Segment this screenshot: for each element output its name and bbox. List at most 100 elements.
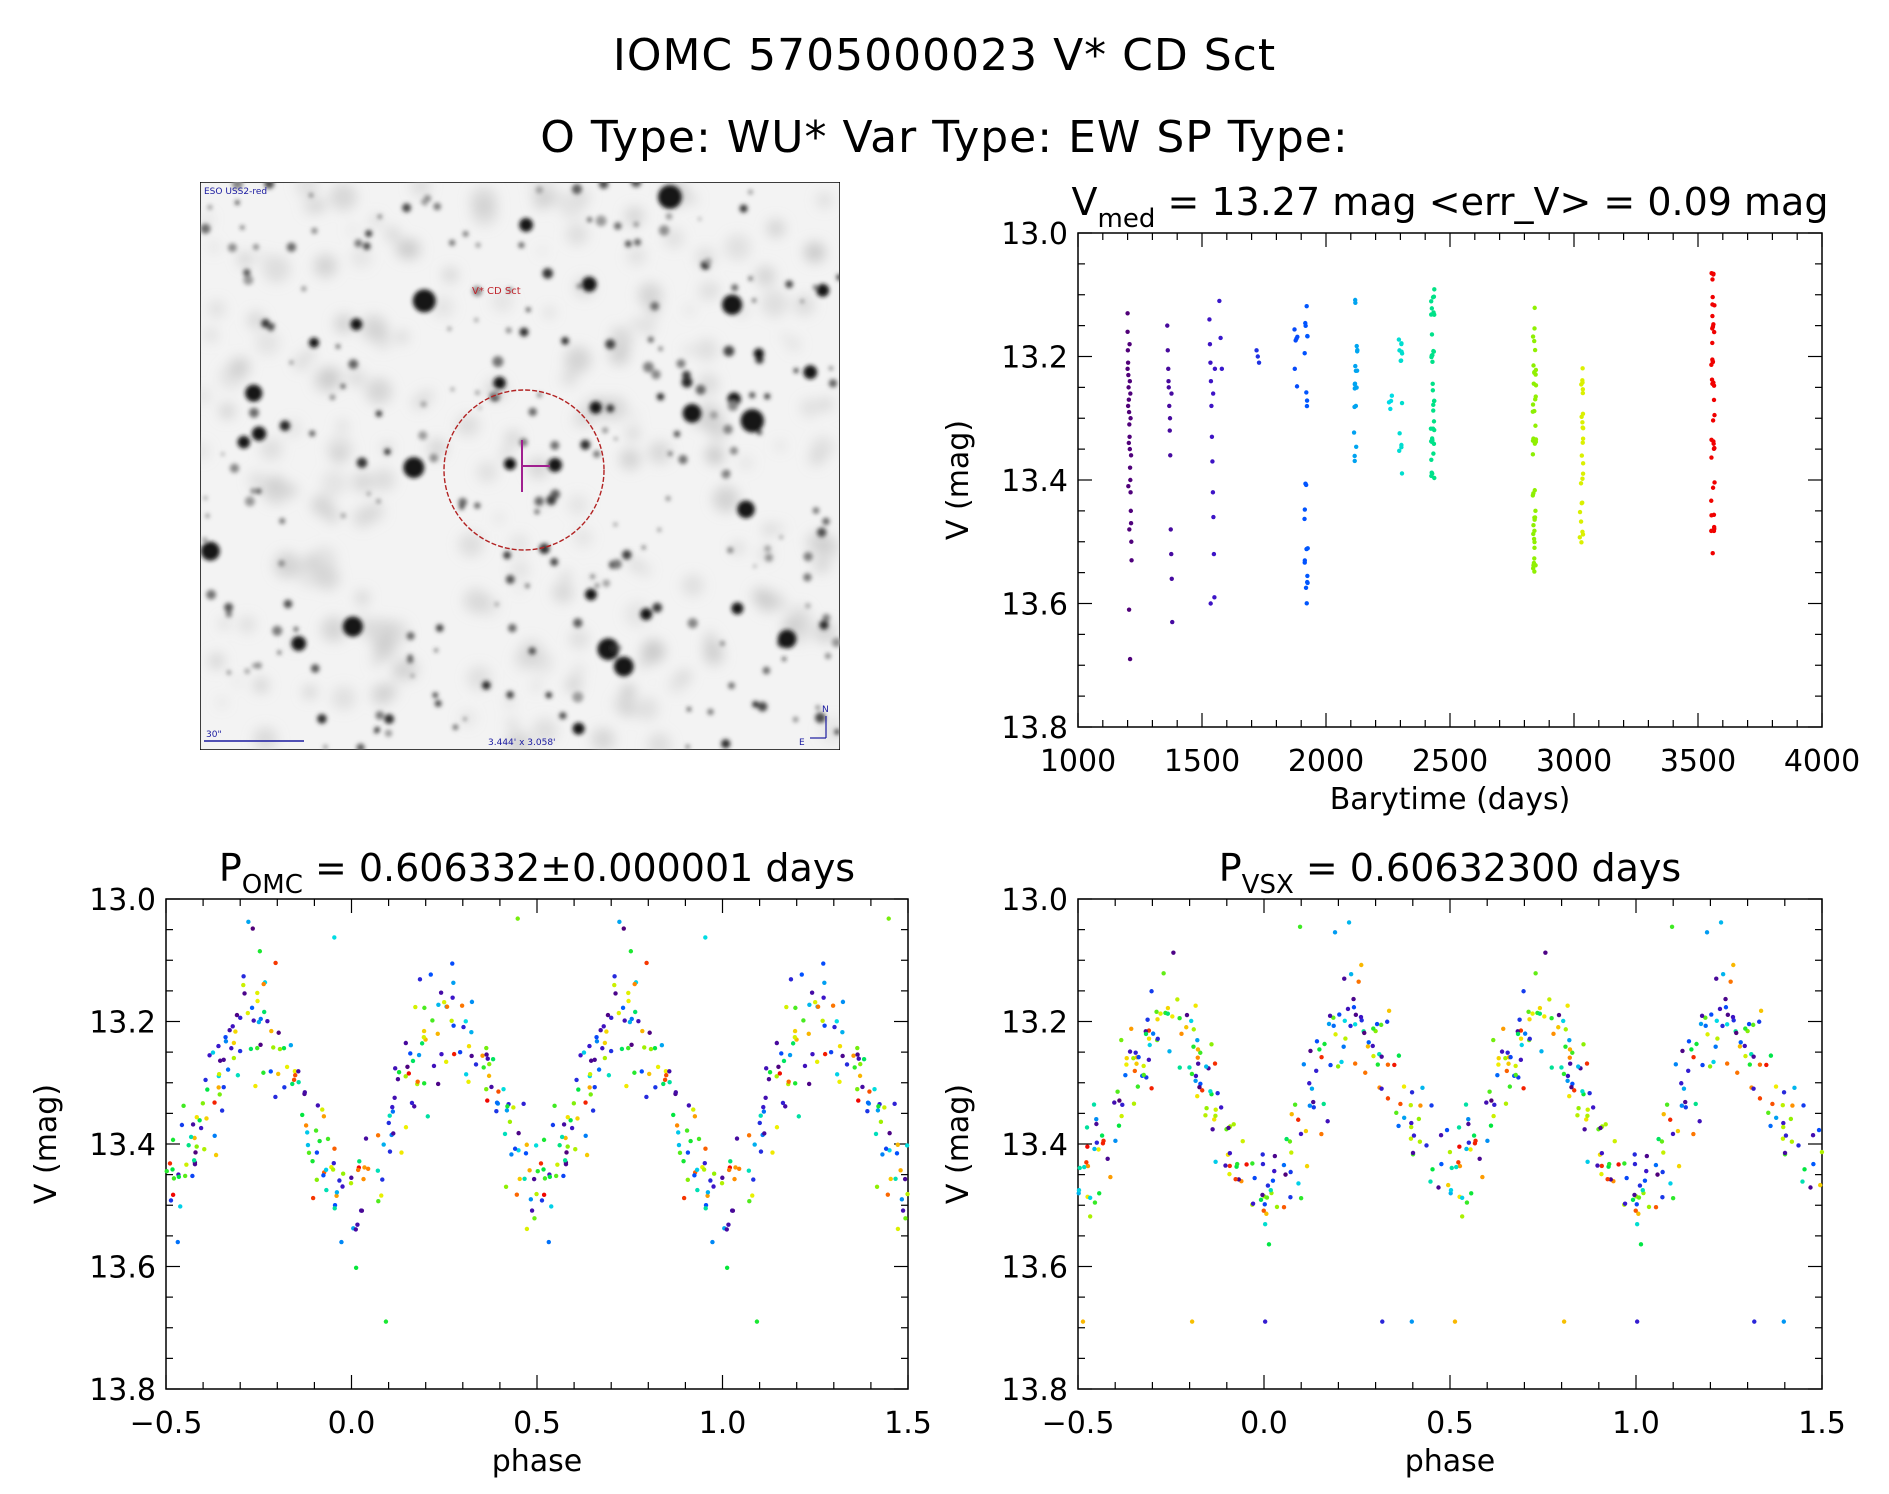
sky-star: [816, 283, 830, 297]
data-point: [1730, 1014, 1736, 1020]
data-point: [1165, 348, 1170, 353]
data-point: [1587, 1090, 1592, 1096]
data-point: [1711, 446, 1717, 452]
data-point: [783, 1104, 788, 1109]
data-point: [1646, 1204, 1652, 1210]
sky-star: [356, 457, 368, 469]
sky-star: [652, 602, 663, 613]
data-point: [417, 977, 423, 982]
data-point: [1789, 1139, 1795, 1144]
sky-mottle: [260, 437, 283, 461]
data-point: [730, 1208, 736, 1213]
data-point: [1430, 381, 1435, 387]
chart-title: Vmed = 13.27 mag <err_V> = 0.09 mag: [1072, 180, 1829, 234]
data-point: [1410, 1150, 1416, 1156]
data-point: [1385, 1096, 1391, 1101]
data-point: [496, 1089, 501, 1094]
data-point: [1710, 324, 1716, 329]
data-point: [514, 1192, 520, 1197]
data-point: [1668, 1181, 1673, 1186]
sky-star: [317, 714, 327, 724]
data-point: [1709, 1012, 1714, 1017]
data-point: [1522, 1031, 1528, 1036]
data-point: [230, 1024, 235, 1029]
sky-mottle: [813, 621, 837, 644]
data-point: [1100, 1141, 1106, 1146]
sky-mottle: [775, 441, 785, 451]
sky-star: [244, 496, 255, 507]
data-point: [1792, 1085, 1797, 1091]
sky-star: [376, 499, 381, 504]
data-point: [807, 1002, 812, 1008]
data-point: [1125, 360, 1131, 365]
x-tick-label: 1.5: [1798, 1406, 1846, 1441]
data-point: [1595, 1163, 1600, 1168]
data-point: [1711, 1059, 1716, 1065]
data-point: [1335, 1064, 1341, 1069]
data-point: [1579, 414, 1584, 419]
sky-star: [573, 618, 583, 628]
data-point: [1424, 1143, 1429, 1148]
data-point: [1673, 1062, 1679, 1067]
data-point: [235, 1073, 241, 1078]
sky-star: [682, 403, 702, 423]
data-point: [1304, 579, 1310, 585]
data-point: [1191, 1027, 1196, 1032]
data-point: [1501, 1026, 1506, 1031]
data-point: [703, 1146, 708, 1151]
data-point: [416, 1052, 422, 1058]
sky-star: [593, 450, 601, 458]
y-axis-label: V (mag): [941, 420, 976, 540]
data-point: [1567, 1094, 1572, 1099]
data-point: [596, 1067, 602, 1072]
sky-star: [748, 276, 753, 281]
data-point: [1723, 1005, 1729, 1010]
data-point: [1580, 425, 1585, 430]
sky-mottle: [442, 267, 459, 283]
data-point: [1559, 1065, 1564, 1070]
sky-mottle: [640, 318, 656, 335]
sky-star: [270, 323, 275, 328]
data-point: [799, 972, 804, 977]
data-point: [1392, 1062, 1397, 1068]
data-point: [796, 1114, 801, 1119]
data-point: [1388, 398, 1394, 404]
data-point: [403, 1125, 409, 1130]
sky-star: [721, 739, 731, 749]
data-point: [1710, 294, 1715, 300]
data-point: [1169, 391, 1174, 396]
data-point: [405, 1064, 410, 1070]
sky-star: [283, 599, 293, 609]
sky-mottle: [565, 676, 582, 694]
data-point: [1284, 1136, 1289, 1142]
data-point: [899, 1197, 905, 1202]
data-point: [1691, 1131, 1696, 1137]
sky-mottle: [624, 206, 645, 226]
data-point: [1399, 341, 1404, 347]
sky-star: [687, 618, 698, 629]
data-point: [1549, 1016, 1554, 1021]
sky-star: [752, 298, 757, 303]
sky-star: [528, 647, 536, 655]
data-point: [1790, 1103, 1795, 1108]
data-point: [1735, 1070, 1740, 1075]
sky-mottle: [247, 311, 265, 329]
y-tick-label: 13.2: [89, 1006, 156, 1041]
data-point: [1252, 1175, 1257, 1181]
sky-mottle: [384, 226, 400, 242]
data-point: [282, 1085, 287, 1090]
sky-star: [253, 244, 259, 250]
data-point: [553, 1173, 559, 1179]
data-point: [733, 1165, 738, 1170]
data-point: [1582, 1127, 1587, 1132]
sky-star: [731, 602, 744, 615]
sky-star: [207, 204, 213, 210]
data-point: [1314, 1068, 1319, 1073]
data-point: [777, 1071, 783, 1076]
sky-star: [474, 502, 481, 509]
data-point: [1743, 1053, 1748, 1059]
sky-star: [728, 682, 735, 689]
data-point: [1781, 1090, 1787, 1095]
data-point: [1454, 1164, 1459, 1170]
data-point: [1150, 1031, 1156, 1036]
